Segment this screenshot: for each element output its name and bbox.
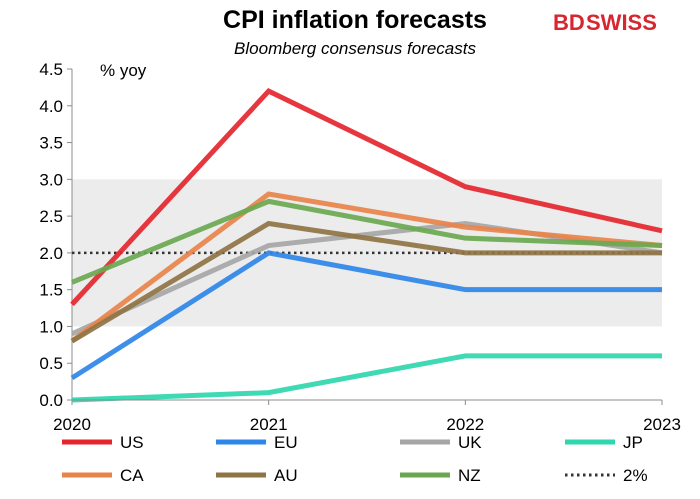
chart-title: CPI inflation forecasts bbox=[223, 6, 487, 34]
legend-label-nz: NZ bbox=[458, 466, 481, 485]
legend-label-us: US bbox=[120, 433, 144, 452]
legend: US EU UK JP CA AU NZ 2% bbox=[62, 433, 648, 485]
brand-logo-swiss: SWISS bbox=[586, 10, 657, 35]
series-line-eu bbox=[70, 250, 662, 381]
x-tick-label: 2022 bbox=[446, 415, 484, 434]
series-line-nz bbox=[71, 198, 663, 285]
y-tick-label: 3.5 bbox=[39, 134, 63, 153]
legend-label-ca: CA bbox=[120, 466, 144, 485]
chart-subtitle: Bloomberg consensus forecasts bbox=[234, 39, 476, 58]
y-tick-label: 0.5 bbox=[39, 354, 63, 373]
series-line-jp bbox=[71, 353, 662, 403]
legend-label-jp: JP bbox=[623, 433, 643, 452]
y-tick-label: 2.0 bbox=[39, 244, 63, 263]
brand-logo: BD SWISS bbox=[553, 10, 657, 35]
brand-logo-bd: BD bbox=[553, 10, 585, 35]
x-tick-label: 2020 bbox=[53, 415, 91, 434]
series-line-ca bbox=[70, 191, 663, 344]
y-tick-label: 3.0 bbox=[39, 170, 63, 189]
plot-area: 0.0 0.5 1.0 1.5 2.0 2.5 3.0 3.5 4.0 4.5 2020 2021 20… bbox=[39, 60, 681, 434]
legend-label-eu: EU bbox=[274, 433, 298, 452]
y-axis-label: % yoy bbox=[100, 61, 147, 80]
y-tick-label: 4.0 bbox=[39, 97, 63, 116]
y-tick-label: 2.5 bbox=[39, 207, 63, 226]
legend-label-au: AU bbox=[274, 466, 298, 485]
legend-label-uk: UK bbox=[458, 433, 482, 452]
x-tick-label: 2023 bbox=[643, 415, 681, 434]
series-line-us bbox=[70, 88, 663, 307]
y-tick-label: 1.0 bbox=[39, 317, 63, 336]
legend-label-2pct: 2% bbox=[623, 466, 648, 485]
y-tick-label: 1.5 bbox=[39, 281, 63, 300]
y-tick-label: 0.0 bbox=[39, 391, 63, 410]
y-tick-label: 4.5 bbox=[39, 60, 63, 79]
series-line-au bbox=[70, 220, 662, 344]
x-tick-label: 2021 bbox=[250, 415, 288, 434]
